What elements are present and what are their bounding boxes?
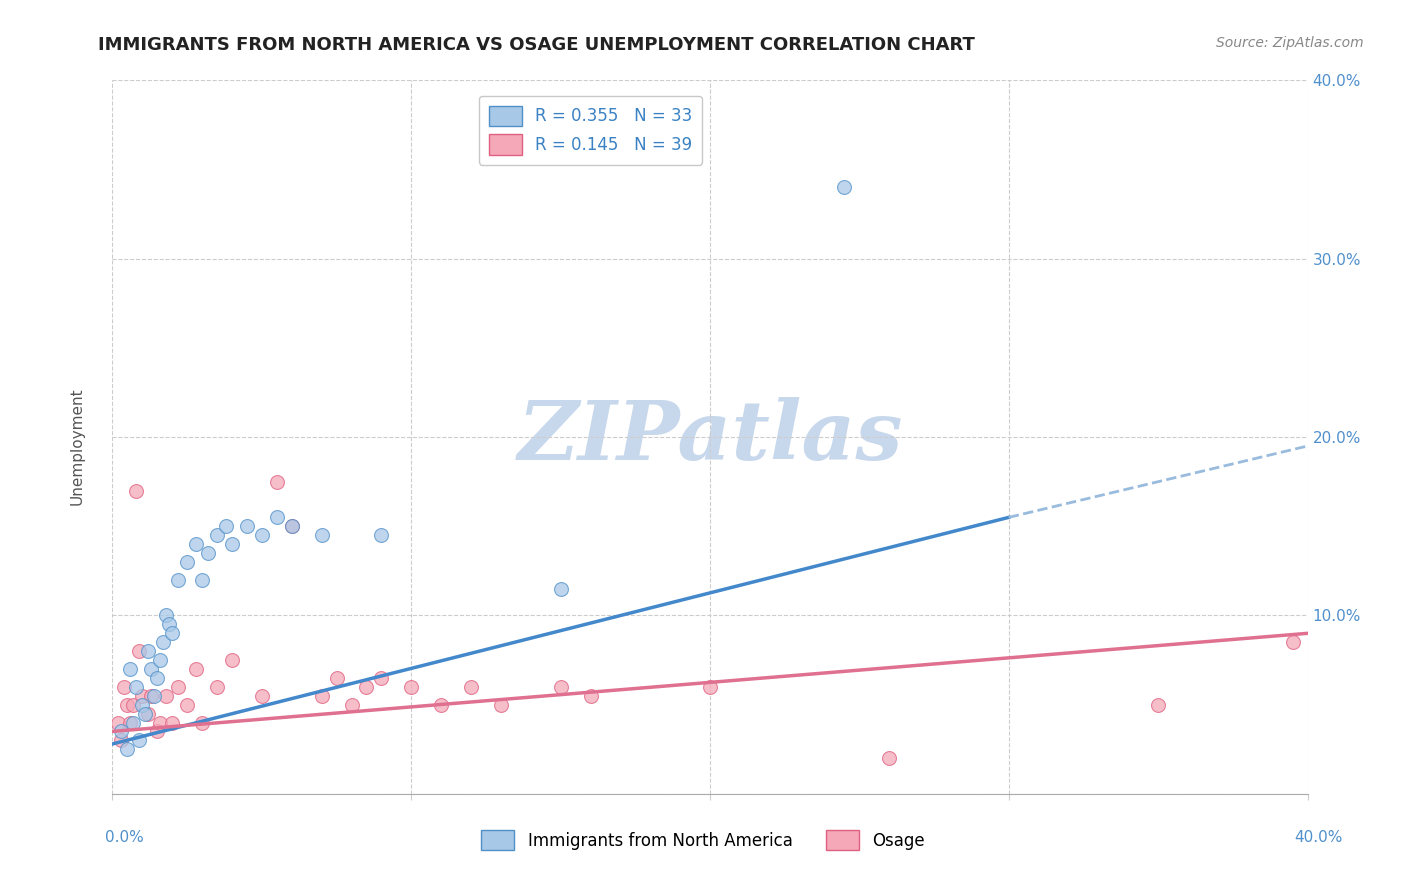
Point <box>120 715 142 730</box>
Point <box>186 537 208 551</box>
Point <box>370 528 392 542</box>
Point <box>699 680 721 694</box>
Point <box>215 519 238 533</box>
Point <box>191 715 214 730</box>
Point <box>146 724 169 739</box>
Point <box>141 689 163 703</box>
Point <box>236 519 259 533</box>
Point <box>128 644 150 658</box>
Point <box>186 662 208 676</box>
Point <box>311 689 333 703</box>
Point <box>281 519 304 533</box>
Point <box>141 662 163 676</box>
Point <box>146 671 169 685</box>
Point <box>138 706 160 721</box>
Point <box>167 573 190 587</box>
Point <box>250 528 273 542</box>
Point <box>340 698 363 712</box>
Point <box>110 733 132 747</box>
Point <box>157 617 180 632</box>
Point <box>356 680 378 694</box>
Point <box>162 626 183 640</box>
Point <box>149 653 172 667</box>
Text: 0.0%: 0.0% <box>105 830 145 845</box>
Text: Unemployment: Unemployment <box>70 387 84 505</box>
Legend: Immigrants from North America, Osage: Immigrants from North America, Osage <box>474 823 932 857</box>
Point <box>281 519 304 533</box>
Point <box>131 689 153 703</box>
Legend: R = 0.355   N = 33, R = 0.145   N = 39: R = 0.355 N = 33, R = 0.145 N = 39 <box>478 95 703 165</box>
Point <box>401 680 423 694</box>
Point <box>460 680 482 694</box>
Point <box>131 698 153 712</box>
Point <box>1147 698 1170 712</box>
Point <box>155 608 177 623</box>
Point <box>122 715 145 730</box>
Point <box>266 475 288 489</box>
Point <box>579 689 602 703</box>
Point <box>834 180 856 194</box>
Point <box>205 528 228 542</box>
Point <box>167 680 190 694</box>
Point <box>176 555 198 569</box>
Text: Source: ZipAtlas.com: Source: ZipAtlas.com <box>1216 36 1364 50</box>
Point <box>550 680 572 694</box>
Point <box>489 698 512 712</box>
Point <box>143 689 166 703</box>
Point <box>221 653 243 667</box>
Point <box>107 715 129 730</box>
Point <box>122 698 145 712</box>
Point <box>879 751 901 765</box>
Point <box>250 689 273 703</box>
Point <box>110 724 132 739</box>
Point <box>149 715 172 730</box>
Point <box>117 742 139 756</box>
Point <box>311 528 333 542</box>
Point <box>197 546 219 560</box>
Point <box>162 715 183 730</box>
Point <box>117 698 139 712</box>
Point <box>152 635 174 649</box>
Text: 40.0%: 40.0% <box>1295 830 1343 845</box>
Point <box>138 644 160 658</box>
Point <box>134 706 156 721</box>
Point <box>191 573 214 587</box>
Point <box>266 510 288 524</box>
Point <box>176 698 198 712</box>
Text: IMMIGRANTS FROM NORTH AMERICA VS OSAGE UNEMPLOYMENT CORRELATION CHART: IMMIGRANTS FROM NORTH AMERICA VS OSAGE U… <box>98 36 976 54</box>
Point <box>430 698 453 712</box>
Point <box>1281 635 1303 649</box>
Point <box>221 537 243 551</box>
Point <box>114 680 135 694</box>
Point <box>125 680 148 694</box>
Point <box>550 582 572 596</box>
Point <box>205 680 228 694</box>
Text: ZIPatlas: ZIPatlas <box>517 397 903 477</box>
Point <box>128 733 150 747</box>
Point <box>370 671 392 685</box>
Point <box>125 483 148 498</box>
Point <box>120 662 142 676</box>
Point <box>155 689 177 703</box>
Point <box>325 671 347 685</box>
